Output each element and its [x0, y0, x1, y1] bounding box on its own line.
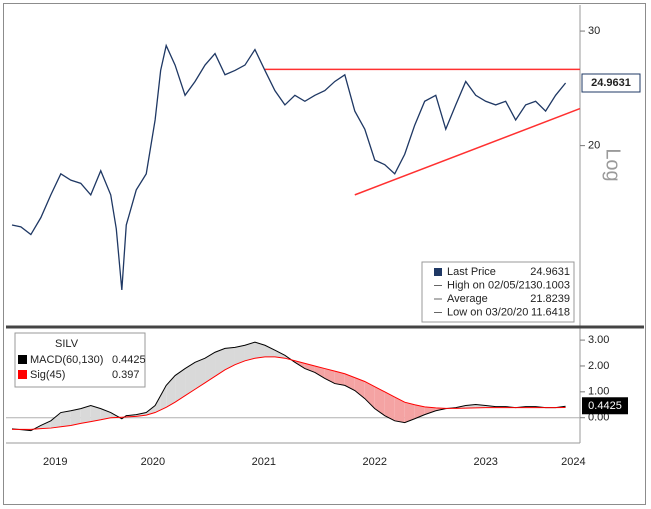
y-axis-label: Log	[602, 148, 624, 181]
spread-fill	[90, 405, 101, 422]
spread-fill	[160, 385, 167, 410]
spread-fill	[234, 345, 245, 365]
spread-fill	[100, 408, 111, 420]
legend-label: Low on 03/20/20	[447, 306, 528, 318]
spread-fill	[404, 402, 415, 423]
series-line	[11, 341, 566, 432]
spread-fill	[70, 408, 81, 426]
legend-label: Sig(45)	[30, 369, 65, 381]
legend-value: 0.397	[112, 369, 140, 381]
spread-fill	[40, 420, 51, 429]
spread-fill	[175, 368, 186, 403]
x-tick-label: 2020	[141, 456, 165, 468]
spread-fill	[424, 406, 436, 415]
frame	[3, 3, 646, 505]
y-tick-label: 2.00	[588, 360, 609, 372]
y-tick-label: 0.00	[588, 412, 609, 424]
spread-fill	[324, 368, 335, 384]
y-tick-label: 3.00	[588, 334, 609, 346]
legend-swatch	[18, 355, 27, 364]
legend-value: 21.8239	[530, 293, 570, 305]
spread-fill	[195, 358, 206, 390]
legend-value: 24.9631	[530, 266, 570, 278]
x-tick-label: 2021	[252, 456, 276, 468]
series-line	[12, 356, 566, 430]
spread-fill	[334, 371, 345, 386]
spread-fill	[244, 342, 255, 361]
spread-fill	[364, 381, 375, 409]
x-tick-label: 2023	[473, 456, 497, 468]
y-tick-label: 1.00	[588, 386, 609, 398]
legend-label: Average	[447, 293, 488, 305]
legend-box	[14, 332, 146, 388]
spread-fill	[205, 352, 216, 383]
legend-label: High on 02/05/21	[447, 279, 531, 291]
spread-fill	[384, 391, 395, 421]
spread-fill	[274, 350, 285, 359]
y-tick-label: 30	[588, 25, 600, 37]
last-price-tag	[581, 73, 641, 93]
spread-fill	[60, 410, 71, 427]
series-line	[11, 43, 567, 291]
legend-label: MACD(60,130)	[30, 354, 103, 366]
legend-swatch	[18, 370, 27, 379]
legend-swatch	[434, 268, 442, 276]
spread-fill	[215, 348, 225, 377]
macd-tag	[582, 397, 628, 415]
y-tick-label: 20	[588, 140, 600, 152]
x-tick-label: 2019	[43, 456, 67, 468]
legend-value: 11.6418	[531, 306, 570, 318]
x-tick-label: 2022	[363, 456, 387, 468]
spread-fill	[264, 345, 275, 357]
spread-fill	[254, 342, 265, 359]
spread-fill	[374, 386, 385, 416]
x-tick-label: 2024	[561, 456, 585, 468]
legend-box	[421, 261, 575, 323]
legend-value: 30.1003	[530, 279, 570, 291]
macd-tag-label: 0.4425	[588, 400, 622, 412]
legend-title: SILV	[55, 338, 79, 350]
legend-label: Last Price	[447, 266, 496, 278]
spread-fill	[225, 347, 235, 370]
spread-fill	[80, 405, 91, 424]
spread-fill	[185, 362, 196, 396]
last-price-tag-label: 24.9631	[591, 77, 631, 89]
trendline	[354, 107, 581, 196]
spread-fill	[354, 377, 365, 399]
spread-fill	[50, 412, 61, 429]
spread-fill	[155, 395, 161, 413]
spread-fill	[394, 397, 405, 423]
spread-fill	[314, 365, 325, 379]
legend-value: 0.4425	[112, 354, 146, 366]
